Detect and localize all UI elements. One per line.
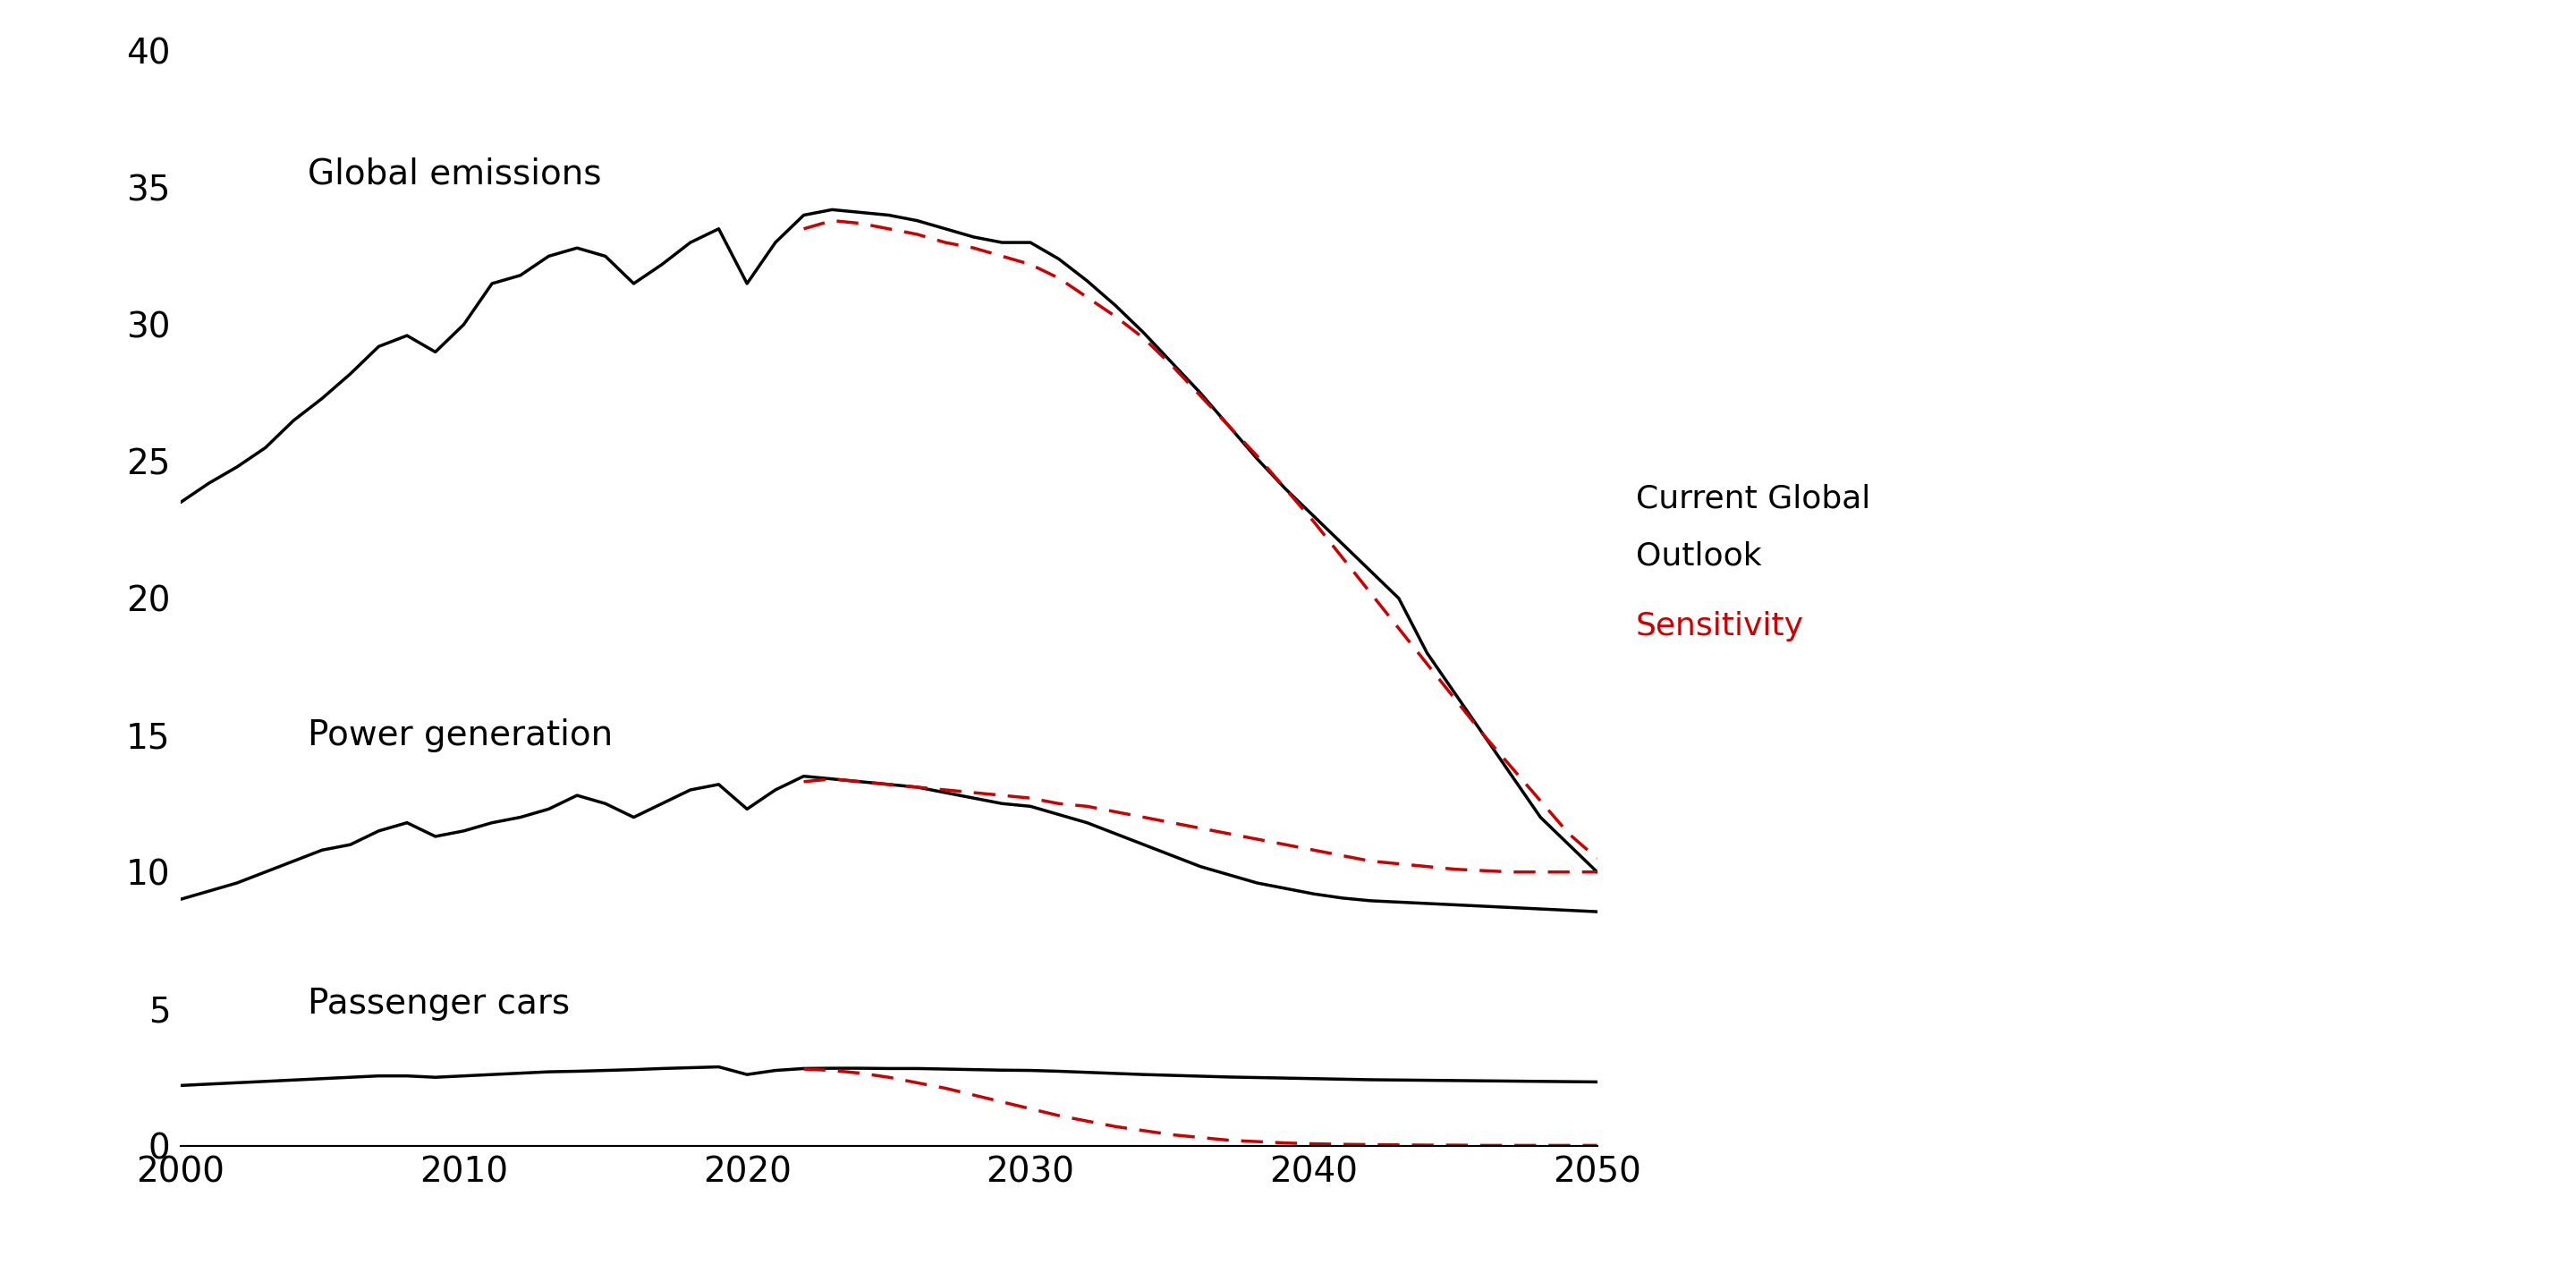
Text: Global emissions: Global emissions — [309, 157, 603, 191]
Text: Power generation: Power generation — [309, 718, 613, 752]
Text: Outlook: Outlook — [1636, 541, 1762, 572]
Text: Sensitivity: Sensitivity — [1636, 611, 1803, 642]
Text: Current Global: Current Global — [1636, 484, 1870, 514]
Text: Passenger cars: Passenger cars — [309, 987, 569, 1021]
